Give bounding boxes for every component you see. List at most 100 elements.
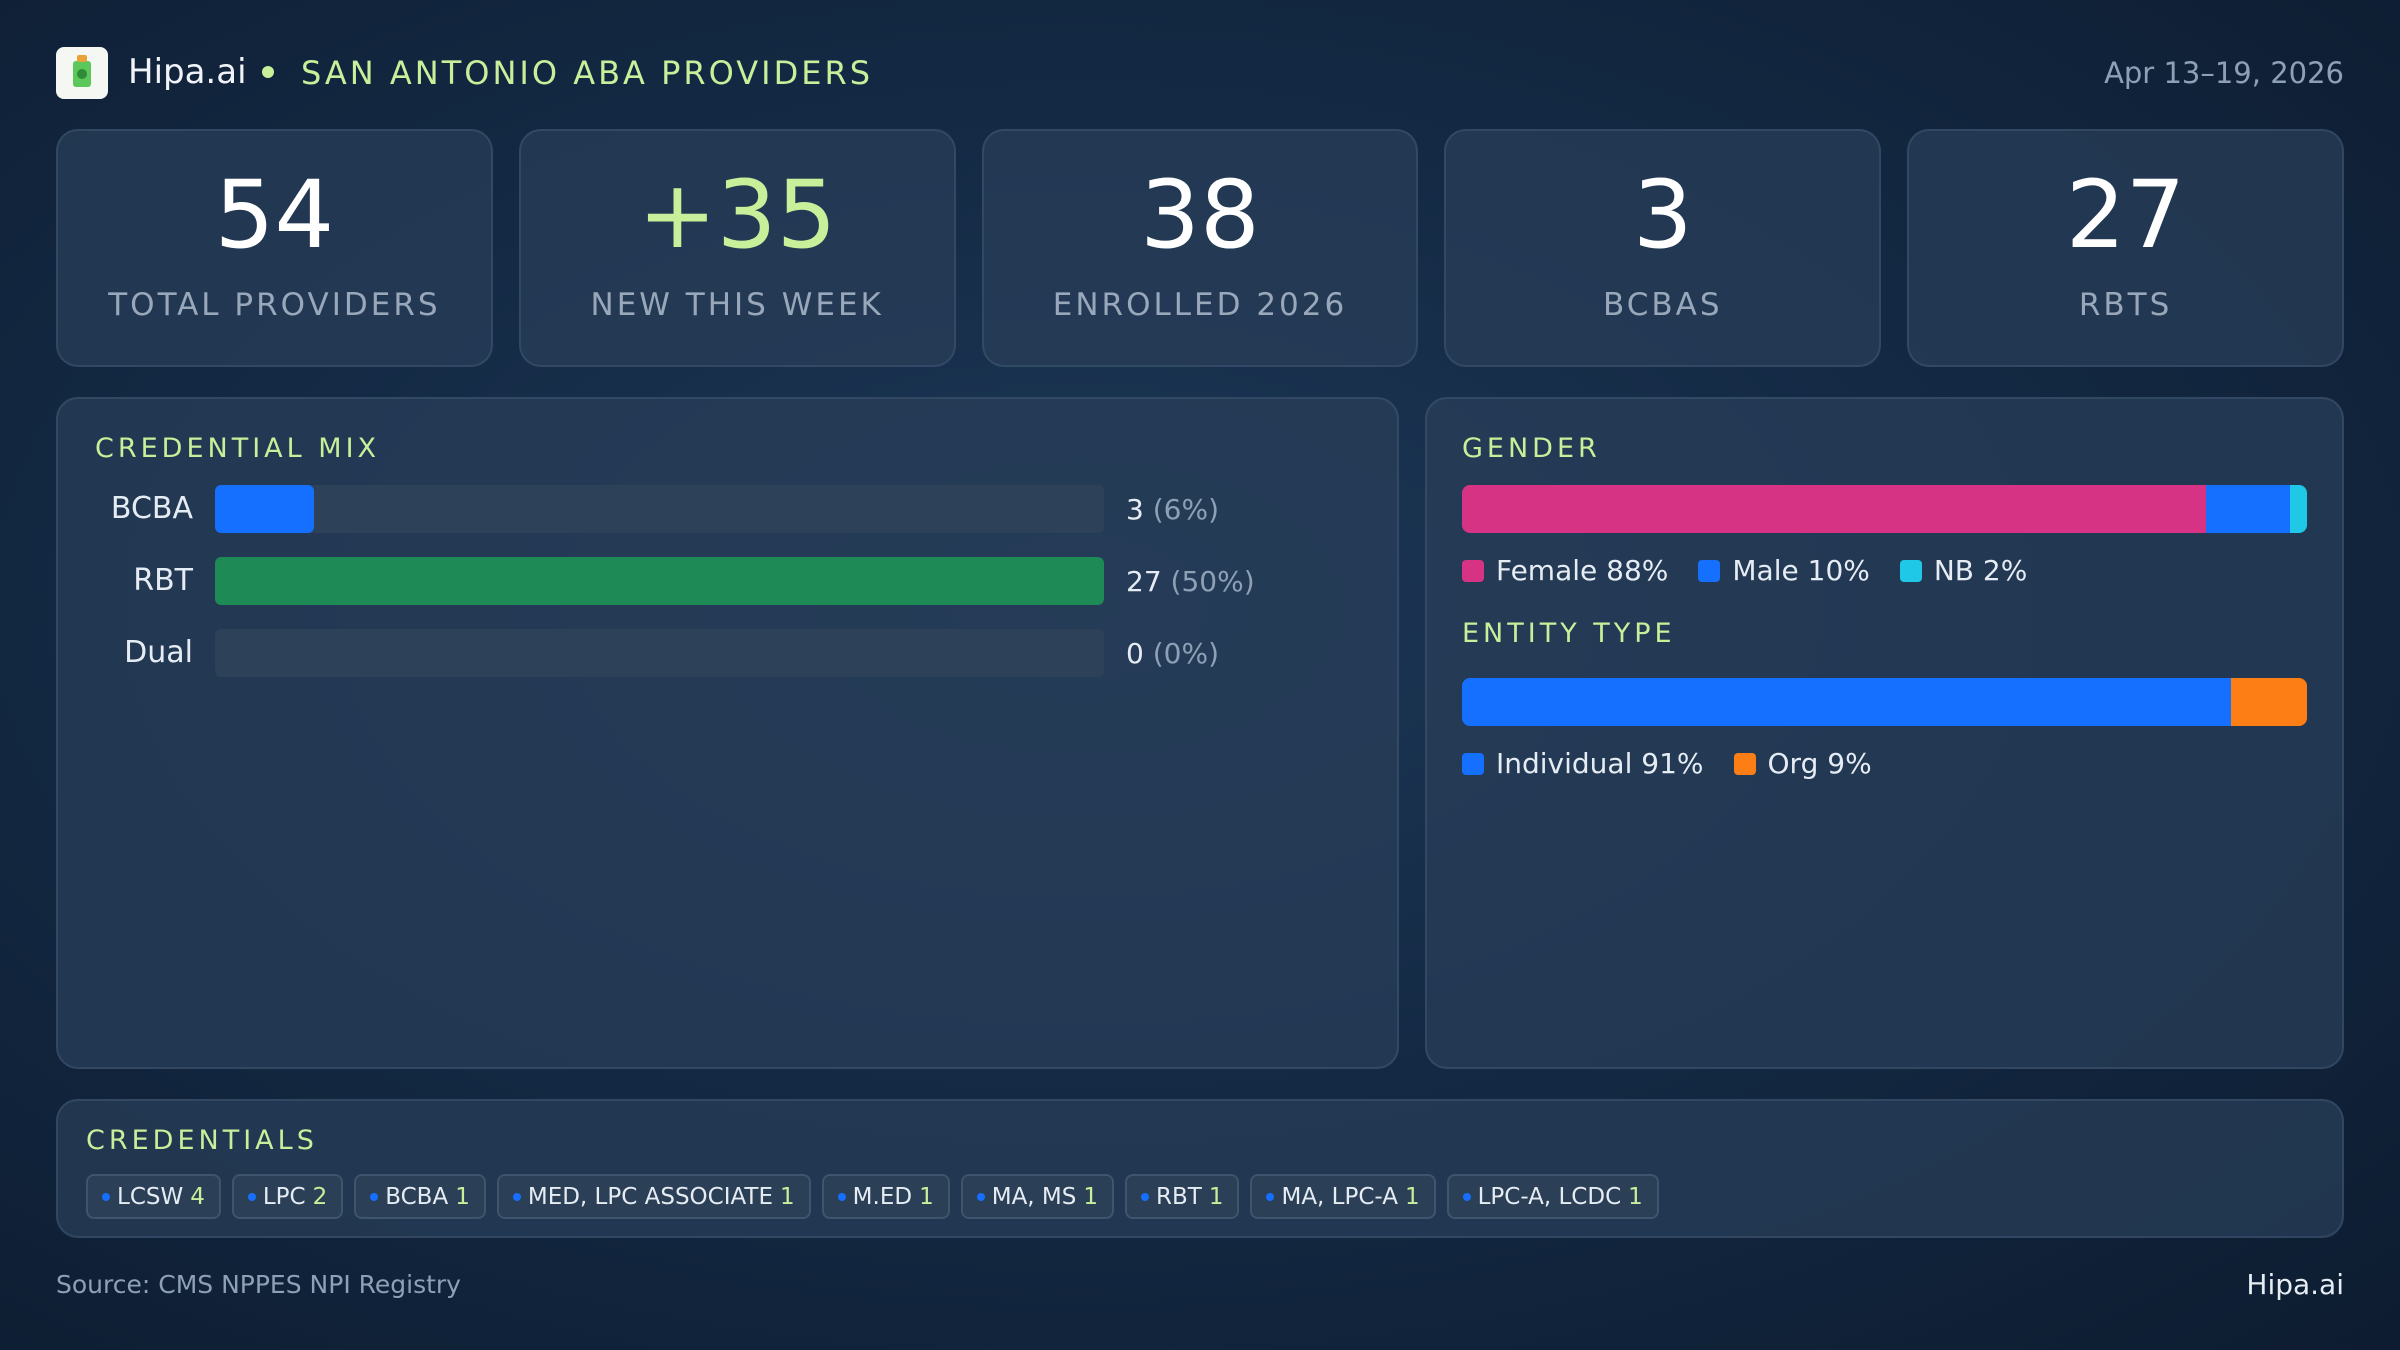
kpi-card: 27 RBTS: [1907, 129, 2344, 367]
share-label: (0%): [1152, 637, 1220, 670]
bar-row: Dual 0 (0%): [58, 629, 1397, 677]
chip-bullet: [1266, 1192, 1275, 1201]
kpi-label: TOTAL PROVIDERS: [108, 287, 441, 323]
chip-count: 1: [919, 1183, 934, 1210]
credential-chip: RBT 1: [1125, 1174, 1240, 1219]
brand: Hipa.ai: [128, 52, 247, 92]
credential-mix-panel: CREDENTIAL MIX BCBA 3 (6%) RBT 27 (50%) Dual…: [56, 397, 1399, 1069]
credential-chip: LPC 2: [231, 1174, 344, 1219]
chip-name: M.ED: [852, 1183, 913, 1210]
kpi-label: ENROLLED 2026: [1052, 287, 1348, 323]
chip-name: LPC-A, LCDC: [1477, 1183, 1622, 1210]
legend-value: 10%: [1807, 554, 1870, 587]
section-title: ENTITY TYPE: [1462, 618, 1676, 649]
chip-bullet: [512, 1192, 521, 1201]
chip-name: MA, LPC-A: [1281, 1183, 1398, 1210]
legend: Individual 91% Org 9%: [1462, 747, 1872, 780]
chip-name: MA, MS: [991, 1183, 1077, 1210]
count-label: 3: [1126, 493, 1144, 526]
bar: [215, 485, 314, 533]
legend-text: Female 88%: [1496, 554, 1668, 587]
chip-bullet: [247, 1192, 256, 1201]
legend-name: Individual: [1496, 747, 1633, 780]
credential-chip: LCSW 4: [86, 1174, 221, 1219]
bar-segment: [1462, 485, 2206, 533]
logo: [56, 47, 108, 99]
bar: [215, 557, 1104, 605]
chip-bullet: [976, 1192, 985, 1201]
credential-chip: M.ED 1: [821, 1174, 950, 1219]
kpi-card: +35 NEW THIS WEEK: [518, 129, 956, 367]
legend-item: Female 88%: [1462, 554, 1668, 587]
legend-text: Male 10%: [1732, 554, 1869, 587]
credential-chip: MA, MS 1: [960, 1174, 1115, 1219]
legend-swatch: [1698, 559, 1721, 582]
bar-value: 3 (6%): [1126, 493, 1219, 526]
bar-row: BCBA 3 (6%): [58, 485, 1397, 533]
section-title: CREDENTIALS: [86, 1125, 318, 1156]
legend-text: Individual 91%: [1496, 747, 1704, 780]
legend-value: 2%: [1982, 554, 2028, 587]
stacked-bar: [1462, 678, 2307, 726]
kpi-value: 54: [214, 161, 335, 270]
footer-brand: Hipa.ai: [2246, 1268, 2344, 1301]
chip-bullet: [837, 1192, 846, 1201]
chip-name: BCBA: [385, 1183, 449, 1210]
legend-text: Org 9%: [1768, 747, 1872, 780]
chip-count: 4: [190, 1183, 205, 1210]
date-range: Apr 13–19, 2026: [2104, 56, 2344, 90]
chip-name: LPC: [262, 1183, 306, 1210]
legend-name: Org: [1767, 747, 1819, 780]
legend-name: Female: [1496, 554, 1598, 587]
legend-swatch: [1899, 559, 1922, 582]
kpi-value: 27: [2065, 161, 2186, 270]
chip-count: 1: [1083, 1183, 1099, 1210]
kpi-value: 3: [1632, 161, 1693, 270]
separator-dot: [262, 66, 274, 78]
bar-value: 0 (0%): [1126, 637, 1219, 670]
chip-bullet: [1462, 1192, 1471, 1201]
kpi-value: +35: [638, 161, 837, 270]
credential-chip: MA, LPC-A 1: [1250, 1174, 1436, 1219]
share-label: (6%): [1152, 493, 1220, 526]
legend-name: NB: [1933, 554, 1975, 587]
bar-segment: [1462, 678, 2231, 726]
bar-row: RBT 27 (50%): [58, 557, 1397, 605]
chip-count: 1: [1628, 1183, 1643, 1210]
legend-value: 9%: [1827, 747, 1872, 780]
stacked-bar: [1462, 485, 2307, 533]
legend-value: 88%: [1606, 554, 1669, 587]
legend-swatch: [1462, 752, 1484, 775]
credentials-panel: CREDENTIALS LCSW 4 LPC 2 BCBA 1 MED, LPC ASSOC…: [56, 1099, 2344, 1238]
legend-text: NB 2%: [1934, 554, 2027, 587]
demographics-panel: GENDER ENTITY TYPE Female 88% Male 10% NB …: [1425, 397, 2344, 1069]
legend-item: NB 2%: [1899, 554, 2027, 587]
kpi-row: 54 TOTAL PROVIDERS +35 NEW THIS WEEK 38 ENROL…: [56, 129, 2344, 367]
legend-swatch: [1462, 559, 1484, 582]
bar-label: RBT: [133, 563, 193, 598]
chip-bullet: [1141, 1192, 1150, 1201]
chip-list: LCSW 4 LPC 2 BCBA 1 MED, LPC ASSOCIATE 1 M.ED 1 MA…: [86, 1174, 1659, 1219]
bar-track: [215, 629, 1104, 677]
kpi-label: BCBAS: [1603, 287, 1723, 323]
bar-segment: [2205, 485, 2291, 533]
bar-label: BCBA: [110, 491, 193, 526]
credential-chip: BCBA 1: [354, 1174, 486, 1219]
bar-track: [215, 557, 1104, 605]
legend-value: 91%: [1641, 747, 1704, 780]
kpi-card: 3 BCBAS: [1444, 129, 1882, 367]
legend-item: Individual 91%: [1462, 747, 1704, 780]
credential-chip: MED, LPC ASSOCIATE 1: [496, 1174, 811, 1219]
page-title: SAN ANTONIO ABA PROVIDERS: [301, 54, 873, 92]
source-note: Source: CMS NPPES NPI Registry: [56, 1270, 461, 1299]
chip-count: 1: [780, 1183, 795, 1210]
bar-label: Dual: [124, 635, 193, 670]
chip-count: 1: [1208, 1183, 1224, 1210]
kpi-label: RBTS: [2078, 287, 2173, 323]
chip-bullet: [370, 1192, 379, 1201]
chip-count: 1: [455, 1183, 470, 1210]
chip-name: RBT: [1156, 1183, 1202, 1210]
count-label: 27: [1126, 565, 1162, 598]
legend-item: Male 10%: [1698, 554, 1870, 587]
